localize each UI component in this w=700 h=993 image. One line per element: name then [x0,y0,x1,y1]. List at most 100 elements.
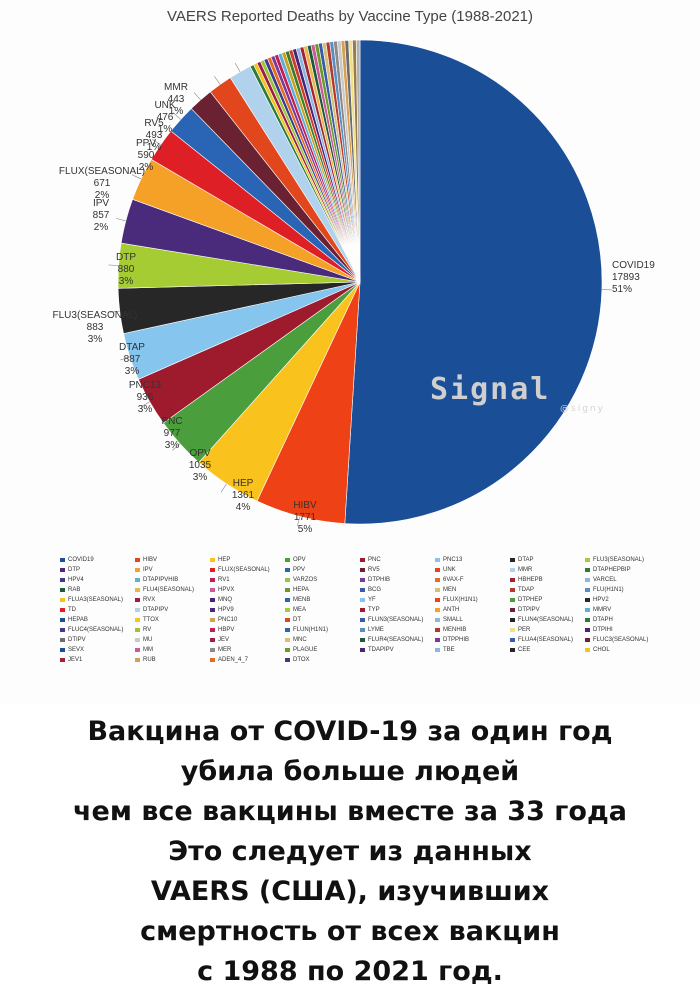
legend-swatch [510,588,515,592]
slice-label-name-hep: HEP [233,478,254,489]
legend-label: IPV [143,567,153,573]
legend-label: FLUC3(SEASONAL) [593,637,649,643]
legend-item: HEPA [285,586,360,594]
legend-swatch [510,648,515,652]
pie-slice-covid19 [344,39,603,525]
legend-swatch [60,628,65,632]
legend-label: FLU4(SEASONAL) [143,587,195,593]
legend-label: HEPA [293,587,309,593]
legend-swatch [60,638,65,642]
legend-label: MENB [293,597,311,603]
legend-swatch [135,578,140,582]
legend-item: MNC [285,636,360,644]
legend-label: TD [68,607,76,613]
legend-swatch [360,568,365,572]
slice-label-name-covid19: COVID19 [612,260,655,271]
slice-label-value-ipv: 857 [93,210,110,221]
legend-label: COVID19 [68,557,94,563]
legend-label: DTOX [293,657,310,663]
legend-item: SEVX [60,646,135,654]
legend-swatch [360,588,365,592]
legend-swatch [210,578,215,582]
legend-label: DTIPV [68,637,86,643]
legend-item: DTIPV [60,636,135,644]
legend-swatch [135,628,140,632]
pie-slice-other-30 [355,39,361,283]
legend-swatch [210,658,215,662]
legend-swatch [285,568,290,572]
caption-line: чем все вакцины вместе за 33 года [73,796,627,827]
legend-label: MENHIB [443,627,467,633]
legend-item: YF [360,596,435,604]
legend-swatch [585,628,590,632]
legend-item: IPV [135,566,210,574]
legend-swatch [360,628,365,632]
slice-label-name-flux-seasonal-: FLUX(SEASONAL) [59,166,145,177]
legend-label: CHOL [593,647,610,653]
legend-item: OPV [285,556,360,564]
legend-label: MU [143,637,153,643]
legend-item: DTPHEP [510,596,585,604]
leader-line-dtap [109,310,120,313]
legend-label: DT [293,617,301,623]
legend-swatch [510,578,515,582]
legend-swatch [510,598,515,602]
legend-swatch [210,608,215,612]
legend-swatch [510,628,515,632]
legend-label: HEPAB [68,617,88,623]
leader-line-pnc [140,401,150,407]
legend-item: UNK [435,566,510,574]
leader-line-unk [214,76,221,85]
legend-label: MMR [518,567,533,573]
legend-label: DTPPHIB [443,637,470,643]
slice-label-value-hep: 1361 [232,490,255,501]
legend-item: LYME [360,626,435,634]
legend-swatch [360,558,365,562]
legend-label: MMRV [593,607,612,613]
legend-swatch [285,578,290,582]
slice-label-pct-opv: 3% [193,472,208,483]
legend-label: DTPIHI [593,627,613,633]
legend-item: RV1 [210,576,285,584]
legend-label: FLUA3(SEASONAL) [68,597,124,603]
legend-item: MER [210,646,285,654]
legend-label: DTAPIPV [143,607,169,613]
legend-item: TTOX [135,616,210,624]
legend-swatch [360,598,365,602]
legend-swatch [285,648,290,652]
legend-label: DTPIPV [518,607,540,613]
legend-item: COVID19 [60,556,135,564]
legend-label: RV [143,627,152,633]
slice-label-value-pnc13: 936 [137,392,154,403]
legend-item: HEPAB [60,616,135,624]
caption-line: смертность от всех вакцин [140,916,560,947]
slice-label-value-ppv: 590 [138,150,155,161]
legend-label: DTPHEP [518,597,543,603]
legend-label: FLUX(SEASONAL) [218,567,270,573]
slice-label-name-pnc13: PNC13 [129,380,162,391]
caption-line: с 1988 по 2021 год. [197,956,503,987]
legend-label: HEP [218,557,231,563]
leader-line-hibv [297,516,301,527]
legend-item: DTAPIPV [135,606,210,614]
legend-item: HPV2 [585,596,660,604]
legend-label: DTP [68,567,80,573]
legend-swatch [510,618,515,622]
legend-item: RAB [60,586,135,594]
slice-label-pct-flux-seasonal-: 2% [95,190,110,201]
legend-swatch [285,558,290,562]
legend-item: ANTH [435,606,510,614]
legend-item: DTPIHI [585,626,660,634]
legend-swatch [60,618,65,622]
legend-label: TDAPIPV [368,647,394,653]
slice-label-value-rv5: 493 [146,130,163,141]
legend-swatch [585,608,590,612]
legend-swatch [510,608,515,612]
legend-item: RV [135,626,210,634]
slice-label-pct-hibv: 5% [298,524,313,535]
legend-swatch [210,638,215,642]
legend-swatch [585,578,590,582]
slice-label-name-ppv: PPV [136,138,156,149]
legend-item: HPV4 [60,576,135,584]
legend-label: JEV [218,637,230,643]
